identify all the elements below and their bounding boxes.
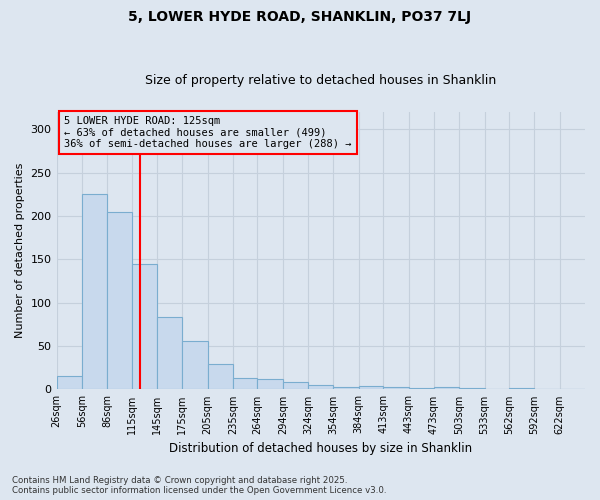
Text: 5 LOWER HYDE ROAD: 125sqm
← 63% of detached houses are smaller (499)
36% of semi: 5 LOWER HYDE ROAD: 125sqm ← 63% of detac… — [64, 116, 352, 149]
Bar — [233, 378, 257, 390]
Bar — [560, 388, 585, 390]
Bar — [359, 386, 383, 390]
X-axis label: Distribution of detached houses by size in Shanklin: Distribution of detached houses by size … — [169, 442, 472, 455]
Bar — [308, 385, 334, 390]
Y-axis label: Number of detached properties: Number of detached properties — [15, 163, 25, 338]
Bar — [509, 388, 535, 390]
Bar — [182, 341, 208, 390]
Bar — [157, 318, 182, 390]
Bar — [131, 264, 157, 390]
Bar — [383, 387, 409, 390]
Text: Contains HM Land Registry data © Crown copyright and database right 2025.
Contai: Contains HM Land Registry data © Crown c… — [12, 476, 386, 495]
Text: 5, LOWER HYDE ROAD, SHANKLIN, PO37 7LJ: 5, LOWER HYDE ROAD, SHANKLIN, PO37 7LJ — [128, 10, 472, 24]
Bar — [334, 387, 359, 390]
Bar — [107, 212, 131, 390]
Bar — [535, 388, 560, 390]
Bar — [434, 387, 459, 390]
Bar — [56, 376, 82, 390]
Bar — [257, 379, 283, 390]
Bar — [82, 194, 107, 390]
Title: Size of property relative to detached houses in Shanklin: Size of property relative to detached ho… — [145, 74, 496, 87]
Bar — [485, 388, 509, 390]
Bar — [459, 388, 485, 390]
Bar — [283, 382, 308, 390]
Bar — [409, 388, 434, 390]
Bar — [208, 364, 233, 390]
